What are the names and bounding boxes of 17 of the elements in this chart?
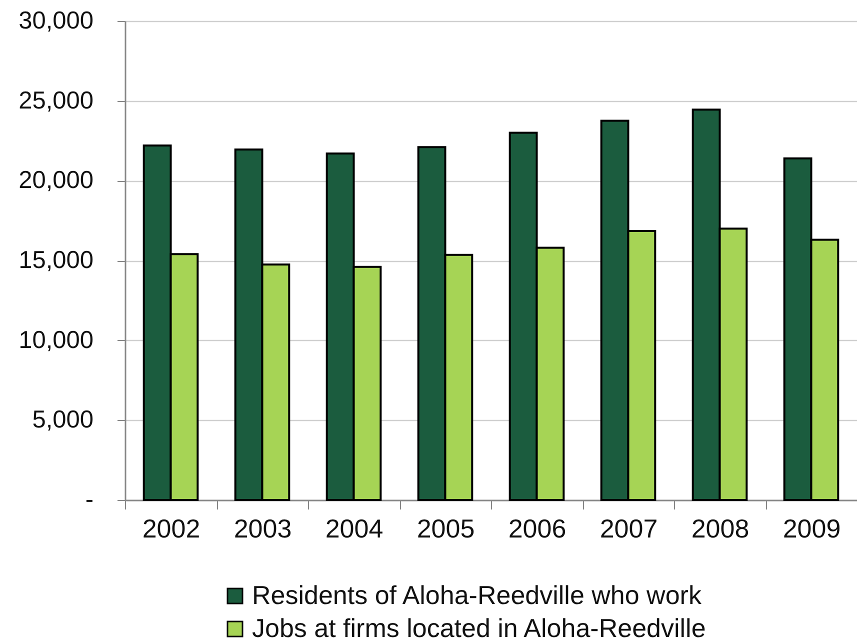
x-tick-label: 2004: [325, 514, 384, 544]
x-tick-label: 2007: [600, 514, 658, 544]
x-tick-label: 2008: [691, 514, 750, 544]
x-tick-label: 2003: [234, 514, 292, 544]
y-tick-label: 25,000: [18, 87, 94, 114]
y-tick-label: 15,000: [18, 247, 94, 274]
y-tick-label: -: [85, 486, 94, 514]
y-tick-label: 20,000: [18, 167, 94, 194]
x-tick-label: 2009: [782, 514, 841, 544]
x-tick-label: 2002: [142, 514, 200, 544]
y-tick-label: 30,000: [18, 8, 94, 34]
y-tick-label: 5,000: [32, 406, 94, 434]
y-tick-label: 10,000: [18, 326, 94, 354]
legend-label: Jobs at firms located in Aloha-Reedville: [252, 613, 706, 640]
x-tick-label: 2005: [416, 514, 475, 544]
legend-label: Residents of Aloha-Reedville who work: [252, 580, 702, 610]
x-tick-label: 2006: [508, 514, 566, 544]
